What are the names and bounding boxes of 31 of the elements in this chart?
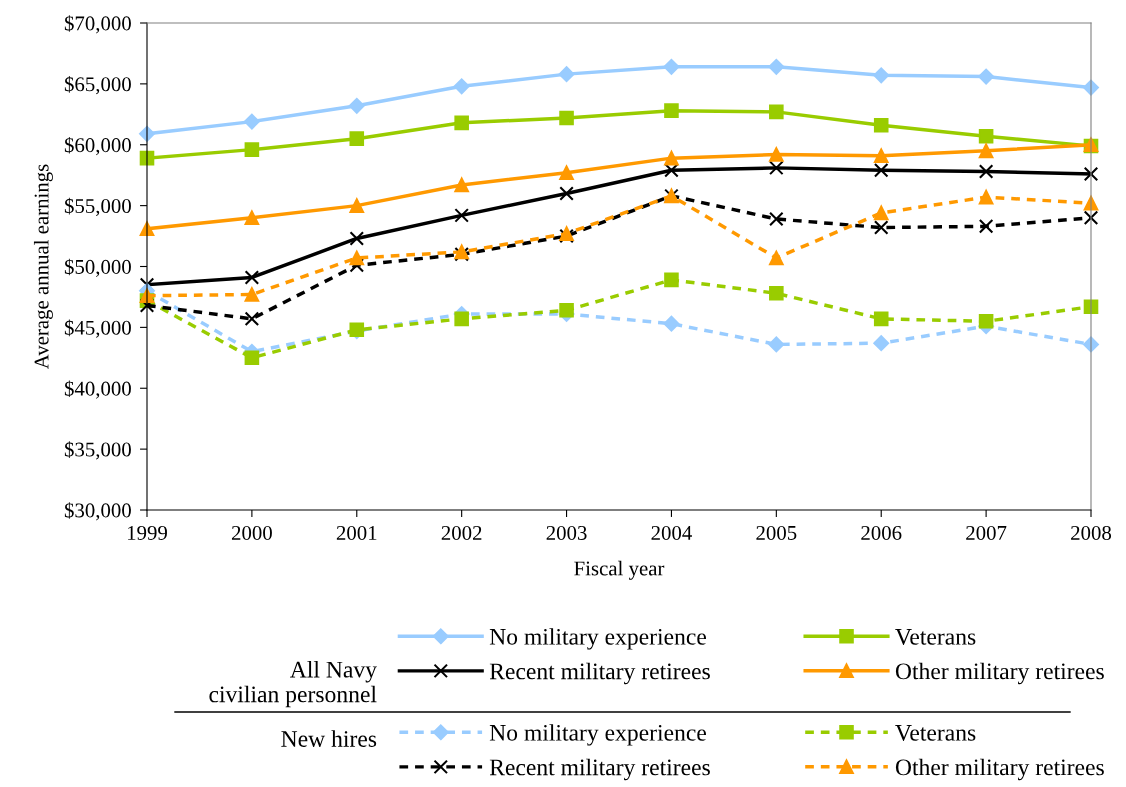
y-tick-label: $50,000 bbox=[64, 258, 131, 277]
legend-label: Recent military retirees bbox=[489, 662, 710, 685]
x-tick-label: 1999 bbox=[128, 525, 167, 540]
x-tick-label: 2001 bbox=[336, 525, 377, 540]
y-tick-label: $65,000 bbox=[64, 76, 131, 95]
x-axis-title: Fiscal year bbox=[574, 560, 665, 580]
legend-label: Other military retirees bbox=[895, 758, 1104, 781]
x-tick-label: 2005 bbox=[756, 525, 797, 540]
x-tick-label: 2003 bbox=[546, 525, 587, 540]
y-tick-label: $55,000 bbox=[64, 197, 131, 217]
text: All Navy civilian personnel bbox=[209, 661, 377, 708]
x-tick-label: 2006 bbox=[861, 525, 902, 540]
x-tick-label: 2002 bbox=[441, 525, 482, 540]
y-tick-label: $60,000 bbox=[64, 136, 131, 156]
legend-label: Other military retirees bbox=[895, 662, 1104, 685]
legend-label: Veterans bbox=[895, 629, 976, 645]
x-tick-label: 2000 bbox=[231, 525, 272, 540]
legend-label: No military experience bbox=[489, 628, 706, 650]
legend-label: No military experience bbox=[489, 724, 706, 746]
y-tick-label: $40,000 bbox=[64, 380, 131, 399]
y-tick-label: $45,000 bbox=[64, 319, 131, 338]
y-axis-title: Average annual earnings bbox=[33, 164, 53, 370]
y-tick-label: $30,000 bbox=[64, 502, 131, 521]
y-tick-label: $35,000 bbox=[64, 441, 131, 460]
x-tick-label: 2007 bbox=[966, 525, 1007, 540]
legend-label: Veterans bbox=[895, 725, 976, 741]
text: New hires bbox=[281, 730, 377, 747]
x-tick-label: 2004 bbox=[651, 525, 692, 540]
y-tick-label: $70,000 bbox=[64, 15, 131, 34]
x-tick-label: 2008 bbox=[1071, 525, 1112, 540]
legend-label: Recent military retirees bbox=[489, 758, 710, 781]
